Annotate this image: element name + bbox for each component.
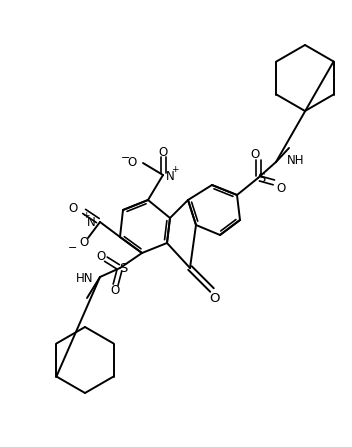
Text: NH: NH — [287, 153, 304, 166]
Text: O: O — [96, 249, 106, 262]
Text: −: − — [121, 153, 130, 163]
Text: N: N — [166, 169, 175, 182]
Text: S: S — [119, 262, 127, 275]
Text: O: O — [79, 236, 89, 249]
Text: O: O — [111, 284, 120, 298]
Text: O: O — [158, 146, 168, 159]
Text: N: N — [87, 215, 96, 228]
Text: +: + — [171, 165, 178, 174]
Text: O: O — [250, 148, 260, 160]
Text: −: − — [68, 243, 77, 253]
Text: O: O — [276, 181, 285, 194]
Text: O: O — [69, 202, 78, 215]
Text: S: S — [257, 173, 265, 186]
Text: O: O — [128, 156, 137, 169]
Text: +: + — [82, 211, 90, 220]
Text: HN: HN — [75, 271, 93, 284]
Text: O: O — [210, 291, 220, 304]
